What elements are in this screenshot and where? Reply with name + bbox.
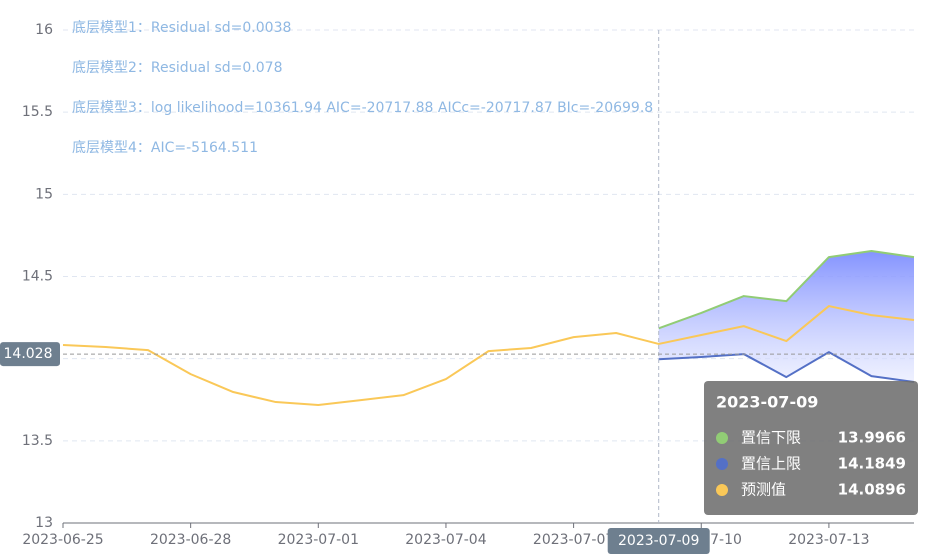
tooltip-value: 14.0896 — [838, 481, 906, 499]
pointer-y-label-bg — [0, 342, 60, 367]
tooltip-name: 置信上限 — [741, 455, 801, 473]
confidence-band — [658, 251, 914, 383]
annotation: 底层模型1：Residual sd=0.0038 — [72, 20, 291, 36]
tooltip-value: 13.9966 — [838, 429, 906, 447]
y-tick-label: 13 — [35, 515, 53, 531]
x-tick-label: 2023-07-04 — [405, 532, 486, 548]
tooltip-bg — [704, 381, 918, 515]
tooltip-value: 14.1849 — [838, 455, 906, 473]
series-line — [658, 351, 915, 383]
x-tick-label: 2023-07-01 — [278, 532, 359, 548]
tooltip-marker — [716, 484, 728, 496]
x-tick-label: 2023-06-25 — [22, 532, 103, 548]
pointer-y-label: 14.028 — [4, 346, 53, 362]
pointer-x-label: 2023-07-09 — [618, 533, 699, 549]
tooltip-marker — [716, 432, 728, 444]
series-line — [658, 250, 915, 330]
annotation: 底层模型2：Residual sd=0.078 — [72, 60, 282, 76]
tooltip-marker — [716, 458, 728, 470]
y-tick-label: 16 — [35, 22, 53, 38]
tooltip: 2023-07-09 置信下限 13.9966 置信上限 14.1849 预测值 14.08… — [704, 381, 918, 515]
series-line — [62, 305, 915, 407]
y-tick-label: 13.5 — [22, 433, 53, 449]
annotation: 底层模型3：log likelihood=10361.94 AIC=-20717… — [72, 100, 653, 116]
y-tick-label: 14.5 — [22, 269, 53, 285]
annotation: 底层模型4：AIC=-5164.511 — [72, 140, 258, 156]
x-tick-label: 2023-07-13 — [788, 532, 869, 548]
y-tick-label: 15.5 — [22, 104, 53, 120]
x-tick-label: 2023-06-28 — [150, 532, 231, 548]
y-tick-label: 15 — [35, 186, 53, 202]
tooltip-name: 预测值 — [741, 481, 786, 499]
pointer-x-label-bg — [607, 528, 710, 554]
tooltip-title: 2023-07-09 — [716, 393, 818, 412]
tooltip-name: 置信下限 — [741, 429, 801, 447]
x-tick-label: 2023-07-07 — [533, 532, 614, 548]
